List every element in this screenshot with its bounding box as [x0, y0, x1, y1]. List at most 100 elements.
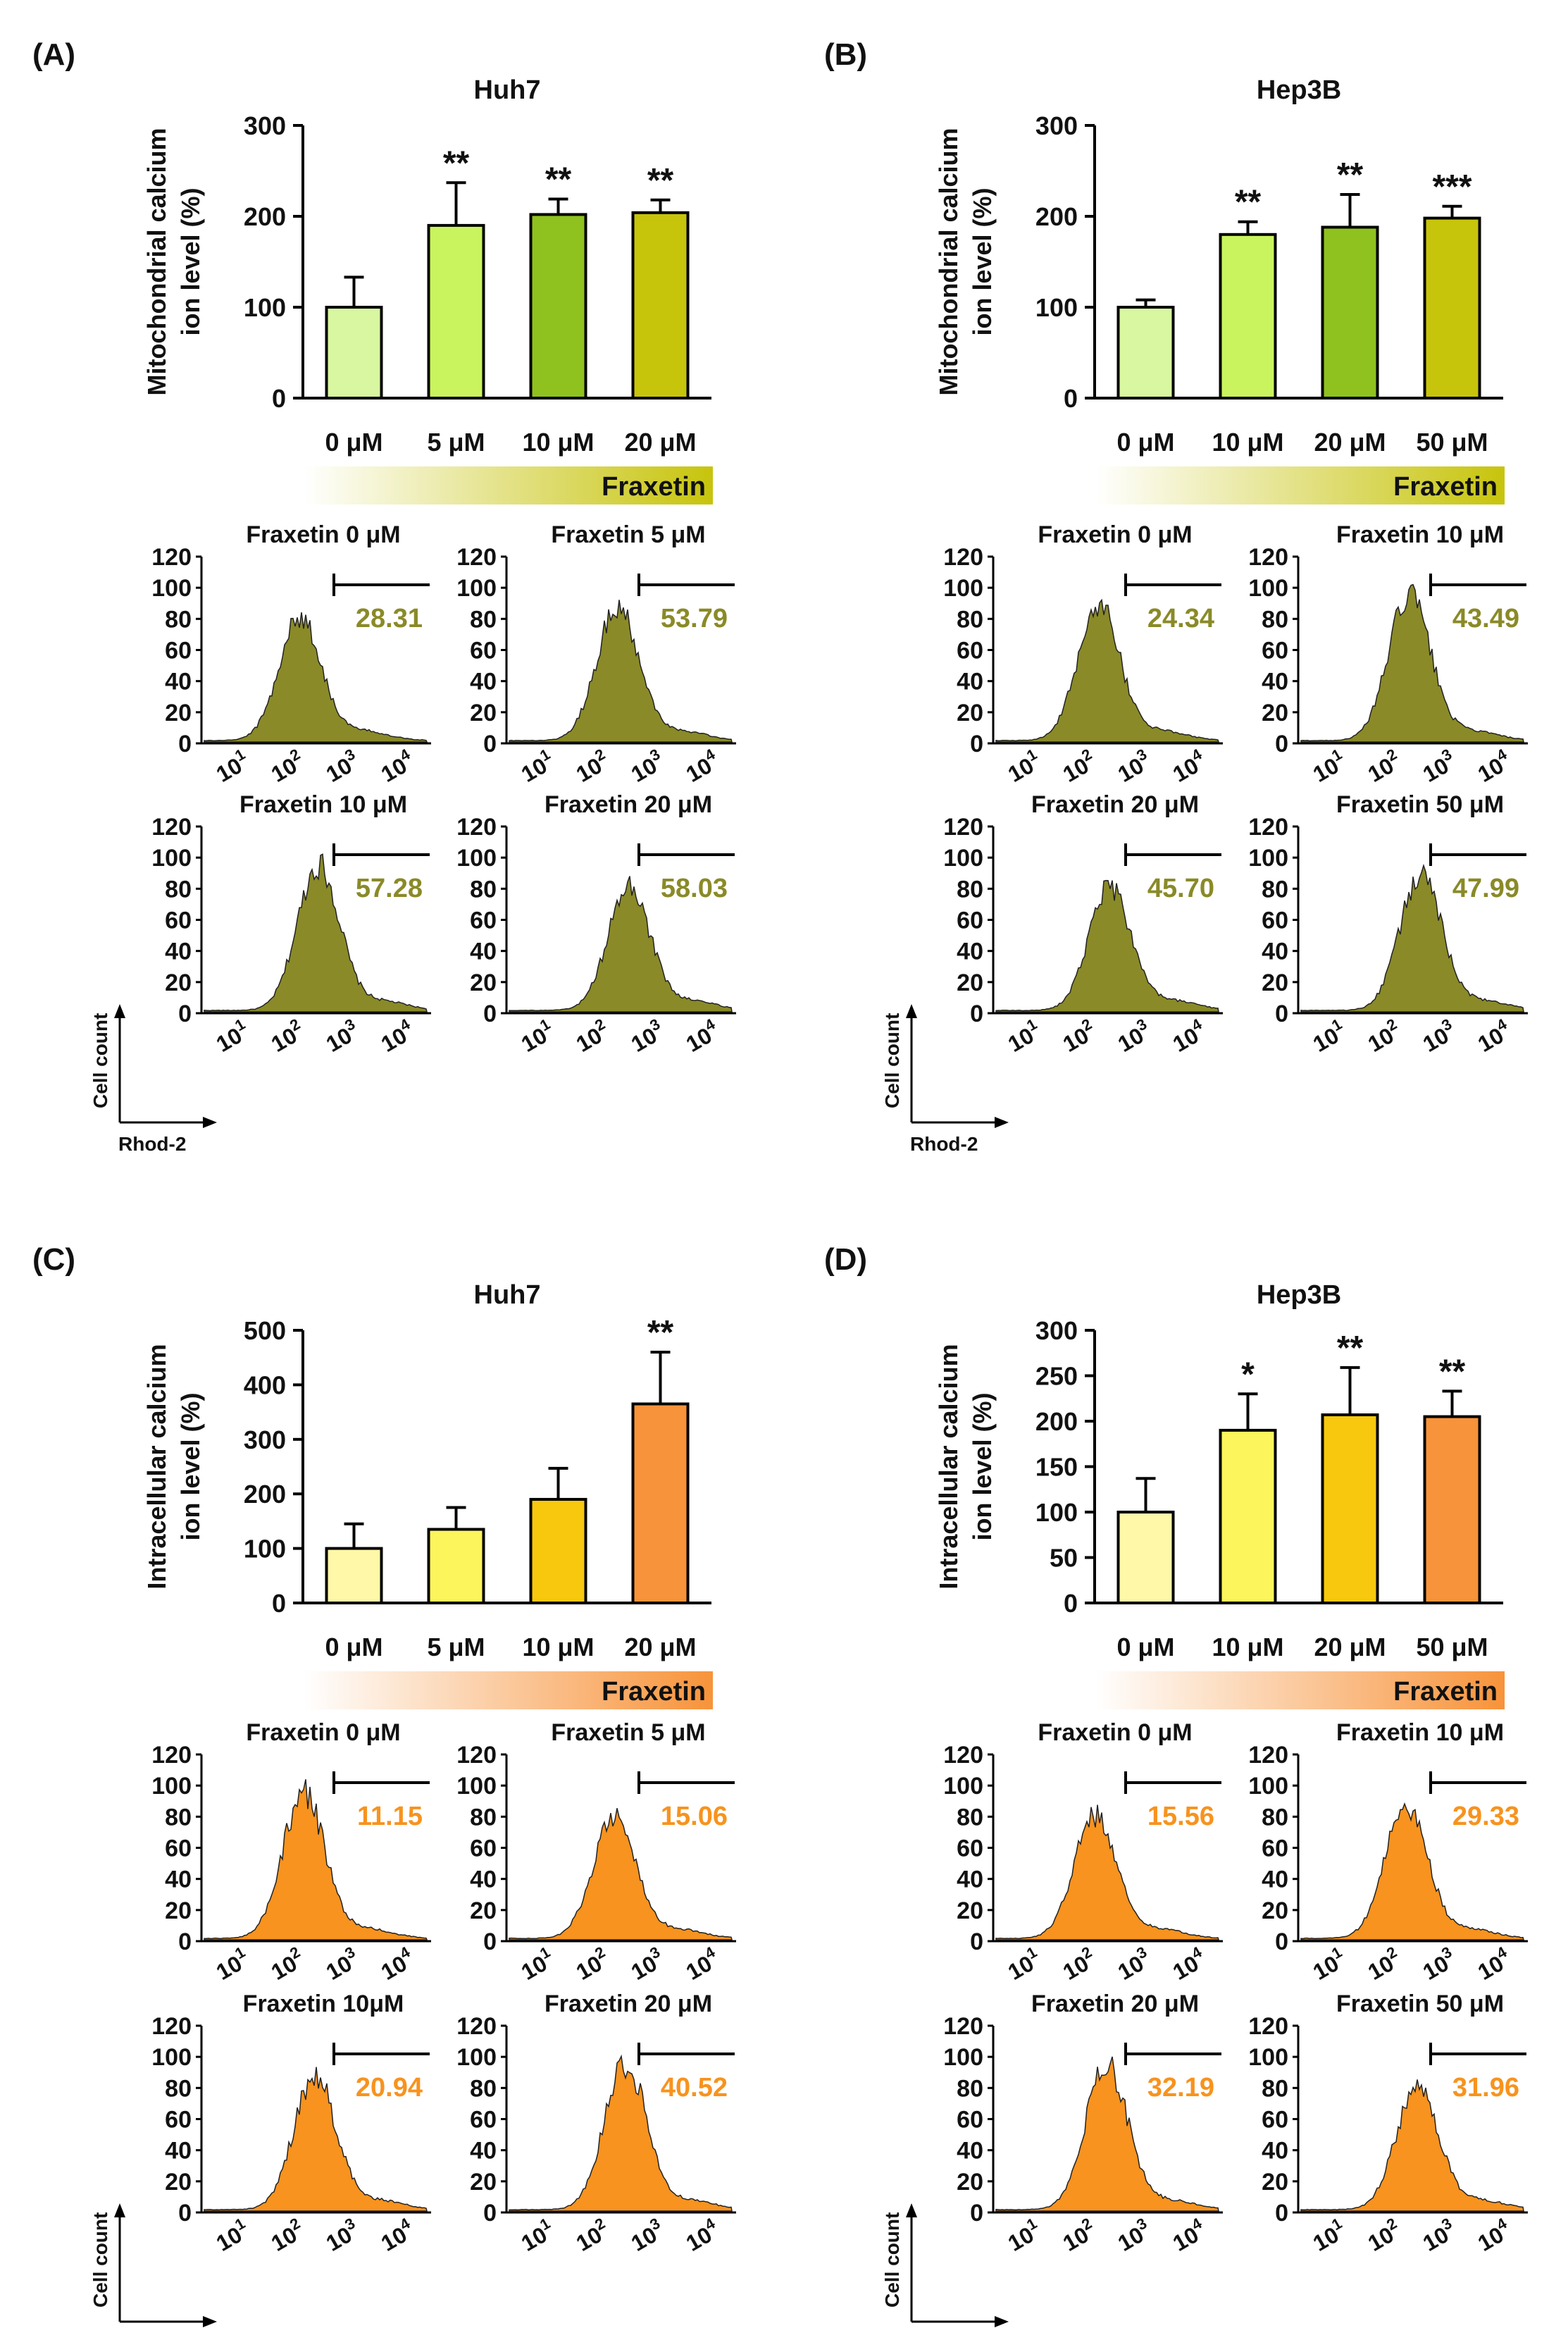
hist-y-tick-label: 40: [1262, 2138, 1288, 2165]
hist-y-tick-label: 120: [943, 814, 983, 841]
cell-count-text: Cell count: [881, 1013, 903, 1108]
hist-x-tick-label: 104: [1166, 1015, 1211, 1057]
y-tick-label: 0: [272, 384, 286, 413]
hist-x-tick-text: 101: [515, 1015, 559, 1057]
hist-x-tick-text: 103: [1112, 745, 1155, 787]
histogram-area: [995, 879, 1219, 1013]
y-tick-label: 0: [1064, 1589, 1078, 1618]
histogram-area: [995, 598, 1220, 743]
hist-y-tick-label: 100: [1248, 575, 1288, 602]
gate-percentage: 40.52: [661, 2073, 728, 2103]
legend-x-arrowhead: [995, 1117, 1009, 1128]
hist-y-tick-label: 40: [957, 669, 983, 695]
hist-x-tick-label: 104: [1474, 2214, 1510, 2256]
hist-y-tick-label: 100: [1248, 2044, 1288, 2071]
bar: [1423, 1415, 1481, 1604]
hist-y-tick-label: 100: [943, 575, 983, 602]
hist-x-tick-label: 104: [1166, 1943, 1211, 1985]
hist-x-tick-label: 103: [1112, 745, 1155, 787]
hist-x-tick-label: 103: [322, 1015, 358, 1057]
hist-y-tick-label: 80: [165, 2075, 192, 2102]
hist-y-tick-label: 120: [456, 2013, 497, 2040]
hist-y-tick-label: 80: [957, 606, 983, 633]
hist-x-tick-text: 102: [570, 1015, 614, 1057]
y-axis-label: Intracellular calcium ion level (%): [142, 1344, 205, 1589]
hist-x-tick-label: 103: [1114, 1943, 1150, 1985]
bar: [1219, 233, 1277, 400]
hist-x-tick-label: 101: [1309, 2215, 1345, 2256]
y-tick-label: 200: [1035, 1407, 1078, 1436]
y-tick-label: 100: [1035, 1498, 1078, 1527]
hist-x-tick-label: 102: [267, 2215, 303, 2256]
chart-title: Huh7: [474, 1280, 541, 1310]
hist-x-tick-text: 102: [265, 1943, 309, 1985]
panel-letter: (D): [824, 1242, 867, 1277]
hist-x-tick-label: 101: [210, 1015, 254, 1057]
hist-x-tick-text: 101: [1002, 745, 1045, 787]
hist-x-tick-text: 104: [375, 1943, 419, 1985]
hist-x-tick-label: 103: [627, 2215, 663, 2256]
histogram: Fraxetin 10 μM 0 20 40 60 80 100 120 101 102 103 10…: [1248, 521, 1528, 787]
hist-y-tick-label: 20: [1262, 700, 1288, 726]
cell-count-label: Cell count: [881, 1013, 903, 1108]
histogram: Fraxetin 0 μM 0 20 40 60 80 100 120 101 102 103 104…: [943, 521, 1223, 787]
gradient-label: Fraxetin: [602, 472, 706, 502]
hist-y-tick-label: 0: [970, 1928, 983, 1955]
bar: [631, 1402, 690, 1604]
histogram-area: [509, 2054, 733, 2212]
significance-mark: *: [1241, 1356, 1255, 1393]
histogram: Fraxetin 0 μM 0 20 40 60 80 100 120 101 102 103 104…: [151, 521, 431, 787]
histogram-title: Fraxetin 0 μM: [246, 521, 400, 548]
hist-x-tick-label: 102: [1057, 1943, 1100, 1985]
significance-mark: **: [1235, 184, 1262, 221]
category-label: 20 μM: [624, 428, 696, 457]
legend-x-arrowhead: [995, 2316, 1009, 2327]
hist-x-tick-text: 101: [1002, 1015, 1045, 1057]
hist-y-tick-label: 20: [1262, 970, 1288, 996]
histogram-area: [995, 2056, 1219, 2212]
hist-y-tick-label: 40: [957, 2138, 983, 2165]
y-axis-label: Intracellular calcium ion level (%): [934, 1344, 997, 1589]
hist-y-tick-label: 60: [470, 2107, 497, 2134]
hist-x-tick-text: 101: [1307, 1015, 1350, 1057]
hist-y-tick-label: 60: [1262, 638, 1288, 664]
hist-x-tick-text: 101: [1307, 745, 1350, 787]
hist-y-tick-label: 80: [1262, 876, 1288, 903]
gate-percentage: 58.03: [661, 874, 728, 903]
hist-y-tick-label: 20: [1262, 2169, 1288, 2196]
histogram-area: [1300, 863, 1524, 1013]
panel-letter: (C): [32, 1242, 75, 1277]
hist-x-tick-text: 104: [1166, 1943, 1211, 1985]
gate-percentage: 28.31: [356, 604, 423, 633]
significance-mark: **: [443, 144, 470, 182]
hist-x-tick-text: 101: [210, 1015, 254, 1057]
hist-y-tick-label: 80: [1262, 606, 1288, 633]
hist-y-tick-label: 120: [1248, 544, 1288, 571]
hist-x-tick-label: 104: [375, 1943, 419, 1985]
panel-letter: (B): [824, 37, 867, 72]
hist-y-tick-label: 0: [1275, 731, 1288, 757]
hist-y-tick-label: 40: [957, 939, 983, 965]
hist-x-tick-text: 103: [625, 1015, 668, 1057]
hist-y-tick-label: 60: [165, 2107, 192, 2134]
gate-percentage: 32.19: [1147, 2073, 1214, 2103]
hist-x-tick-text: 104: [1166, 1015, 1211, 1057]
panel-d: (D) Hep3B Intracellular calcium ion level (…: [824, 1242, 1528, 2327]
hist-y-tick-label: 20: [470, 970, 497, 996]
significance-mark: ***: [1432, 168, 1471, 206]
hist-x-tick-text: 102: [1057, 2215, 1100, 2256]
hist-x-tick-label: 103: [1114, 1015, 1150, 1057]
hist-y-tick-label: 120: [151, 814, 192, 841]
legend-y-arrowhead: [114, 1004, 125, 1018]
hist-x-tick-text: 103: [320, 2215, 363, 2256]
hist-x-tick-text: 104: [680, 745, 724, 787]
hist-y-tick-label: 100: [943, 2044, 983, 2071]
hist-y-tick-label: 0: [1275, 2200, 1288, 2227]
hist-x-tick-text: 102: [1057, 1943, 1100, 1985]
y-label-line: ion level (%): [968, 187, 997, 335]
hist-y-tick-label: 20: [165, 970, 192, 996]
bar: [1116, 1511, 1175, 1604]
histogram: Fraxetin 50 μM 0 20 40 60 80 100 120 101 102 103 10…: [1248, 1990, 1528, 2256]
hist-y-tick-label: 20: [165, 1897, 192, 1924]
significance-mark: **: [1337, 1330, 1364, 1367]
